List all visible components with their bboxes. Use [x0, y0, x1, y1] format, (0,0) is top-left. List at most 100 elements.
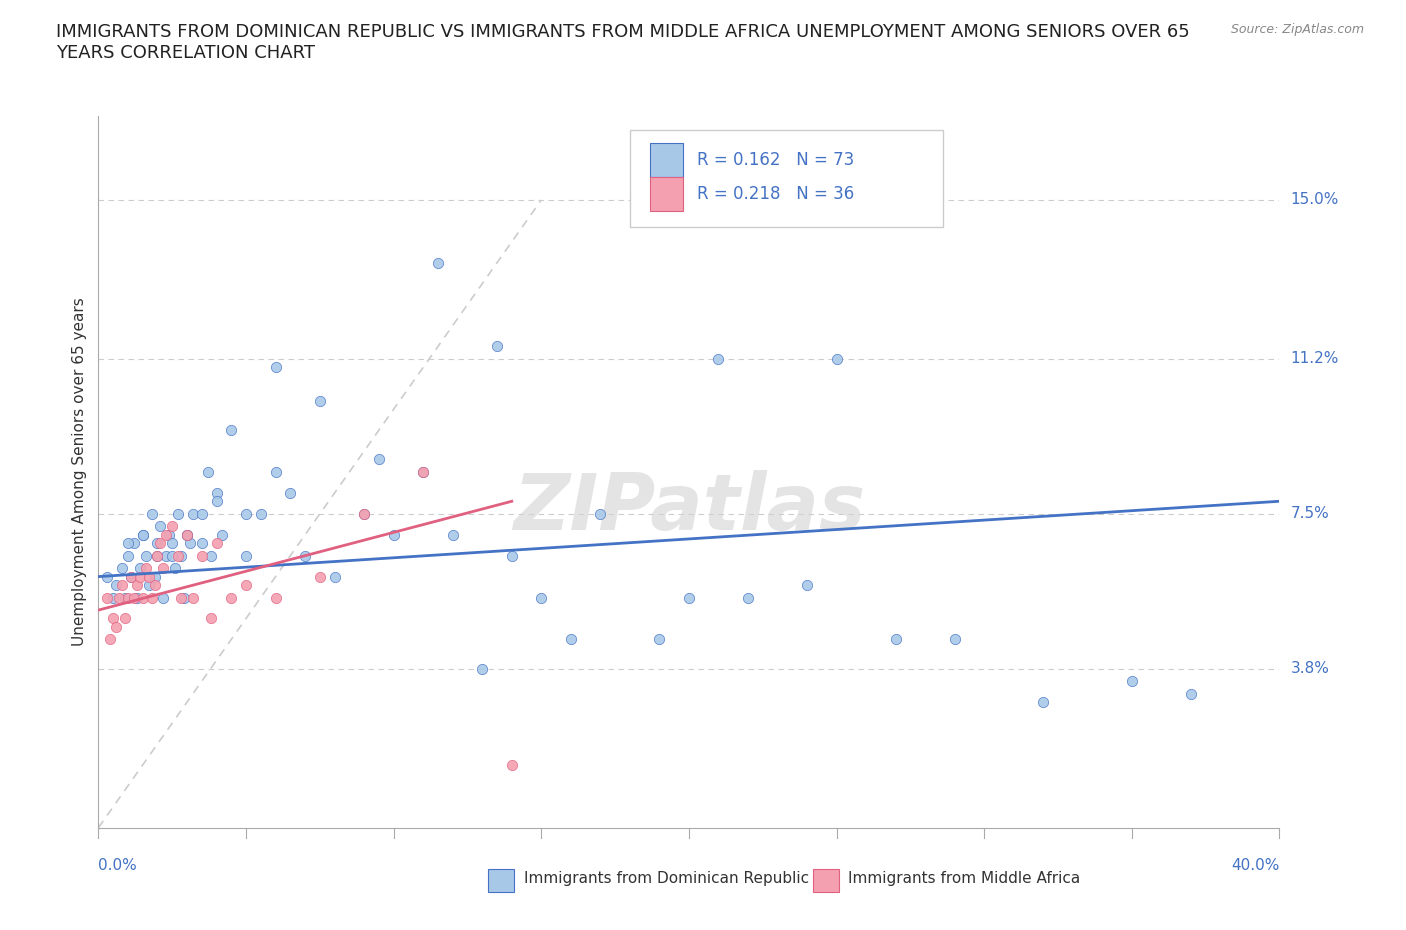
Point: [162, 536, 183, 551]
Point: [589, 506, 612, 521]
Text: 7.5%: 7.5%: [1291, 506, 1329, 522]
Point: [560, 632, 582, 647]
Point: [146, 549, 169, 564]
Point: [235, 549, 257, 564]
Point: [412, 465, 434, 480]
Point: [132, 591, 155, 605]
Point: [167, 549, 190, 564]
Point: [132, 527, 155, 542]
Point: [105, 578, 128, 592]
Point: [309, 569, 332, 584]
Y-axis label: Unemployment Among Seniors over 65 years: Unemployment Among Seniors over 65 years: [72, 298, 87, 646]
Text: Immigrants from Dominican Republic: Immigrants from Dominican Republic: [523, 871, 808, 886]
Point: [117, 536, 139, 551]
Point: [678, 591, 700, 605]
Point: [427, 256, 450, 271]
Point: [501, 549, 523, 564]
Bar: [813, 869, 839, 892]
Point: [146, 536, 169, 551]
Point: [141, 506, 163, 521]
Point: [264, 360, 287, 375]
Text: R = 0.218   N = 36: R = 0.218 N = 36: [697, 185, 855, 203]
Point: [1121, 673, 1143, 688]
Text: 0.0%: 0.0%: [98, 858, 138, 873]
Point: [173, 591, 195, 605]
Text: 11.2%: 11.2%: [1291, 352, 1339, 366]
Point: [111, 561, 134, 576]
Point: [368, 452, 391, 467]
Text: R = 0.162   N = 73: R = 0.162 N = 73: [697, 151, 855, 168]
Text: ZIPatlas: ZIPatlas: [513, 470, 865, 546]
Point: [181, 506, 204, 521]
Point: [117, 549, 139, 564]
Point: [471, 661, 494, 676]
Point: [128, 569, 150, 584]
Point: [162, 519, 183, 534]
Point: [221, 422, 243, 438]
Point: [309, 393, 332, 408]
Text: 15.0%: 15.0%: [1291, 193, 1339, 207]
Point: [235, 578, 257, 592]
Point: [114, 611, 136, 626]
Point: [141, 591, 163, 605]
Point: [221, 591, 243, 605]
Point: [152, 561, 174, 576]
Point: [294, 549, 316, 564]
Point: [323, 569, 346, 584]
Point: [165, 561, 187, 576]
Point: [205, 536, 228, 551]
Point: [179, 536, 201, 551]
Point: [796, 578, 818, 592]
Point: [176, 527, 198, 542]
Point: [146, 549, 169, 564]
Point: [125, 578, 148, 592]
Point: [648, 632, 671, 647]
Point: [162, 549, 183, 564]
Point: [264, 591, 287, 605]
Text: IMMIGRANTS FROM DOMINICAN REPUBLIC VS IMMIGRANTS FROM MIDDLE AFRICA UNEMPLOYMENT: IMMIGRANTS FROM DOMINICAN REPUBLIC VS IM…: [56, 23, 1189, 62]
Point: [191, 506, 214, 521]
Point: [111, 578, 134, 592]
Point: [96, 569, 118, 584]
Text: Immigrants from Middle Africa: Immigrants from Middle Africa: [848, 871, 1081, 886]
Point: [143, 578, 166, 592]
Point: [181, 591, 204, 605]
Point: [1180, 686, 1202, 701]
Point: [108, 591, 131, 605]
Point: [825, 352, 848, 366]
Point: [120, 569, 142, 584]
Point: [170, 549, 193, 564]
Point: [135, 549, 157, 564]
Point: [353, 506, 375, 521]
Point: [170, 591, 193, 605]
Point: [501, 757, 523, 772]
Point: [176, 527, 198, 542]
Bar: [488, 869, 515, 892]
Point: [943, 632, 966, 647]
Point: [125, 591, 148, 605]
Point: [96, 591, 118, 605]
Point: [132, 527, 155, 542]
Point: [176, 527, 198, 542]
Point: [103, 591, 125, 605]
Point: [152, 591, 174, 605]
Point: [707, 352, 730, 366]
Point: [235, 506, 257, 521]
Point: [117, 591, 139, 605]
Point: [191, 536, 214, 551]
Point: [200, 549, 222, 564]
Text: 40.0%: 40.0%: [1232, 858, 1279, 873]
Point: [211, 527, 233, 542]
Point: [114, 591, 136, 605]
Point: [264, 465, 287, 480]
Point: [280, 485, 302, 500]
Point: [138, 569, 160, 584]
Point: [120, 569, 142, 584]
Point: [135, 561, 157, 576]
Point: [205, 494, 228, 509]
Point: [122, 536, 145, 551]
Point: [250, 506, 273, 521]
Point: [737, 591, 759, 605]
Point: [149, 519, 172, 534]
Point: [149, 536, 172, 551]
